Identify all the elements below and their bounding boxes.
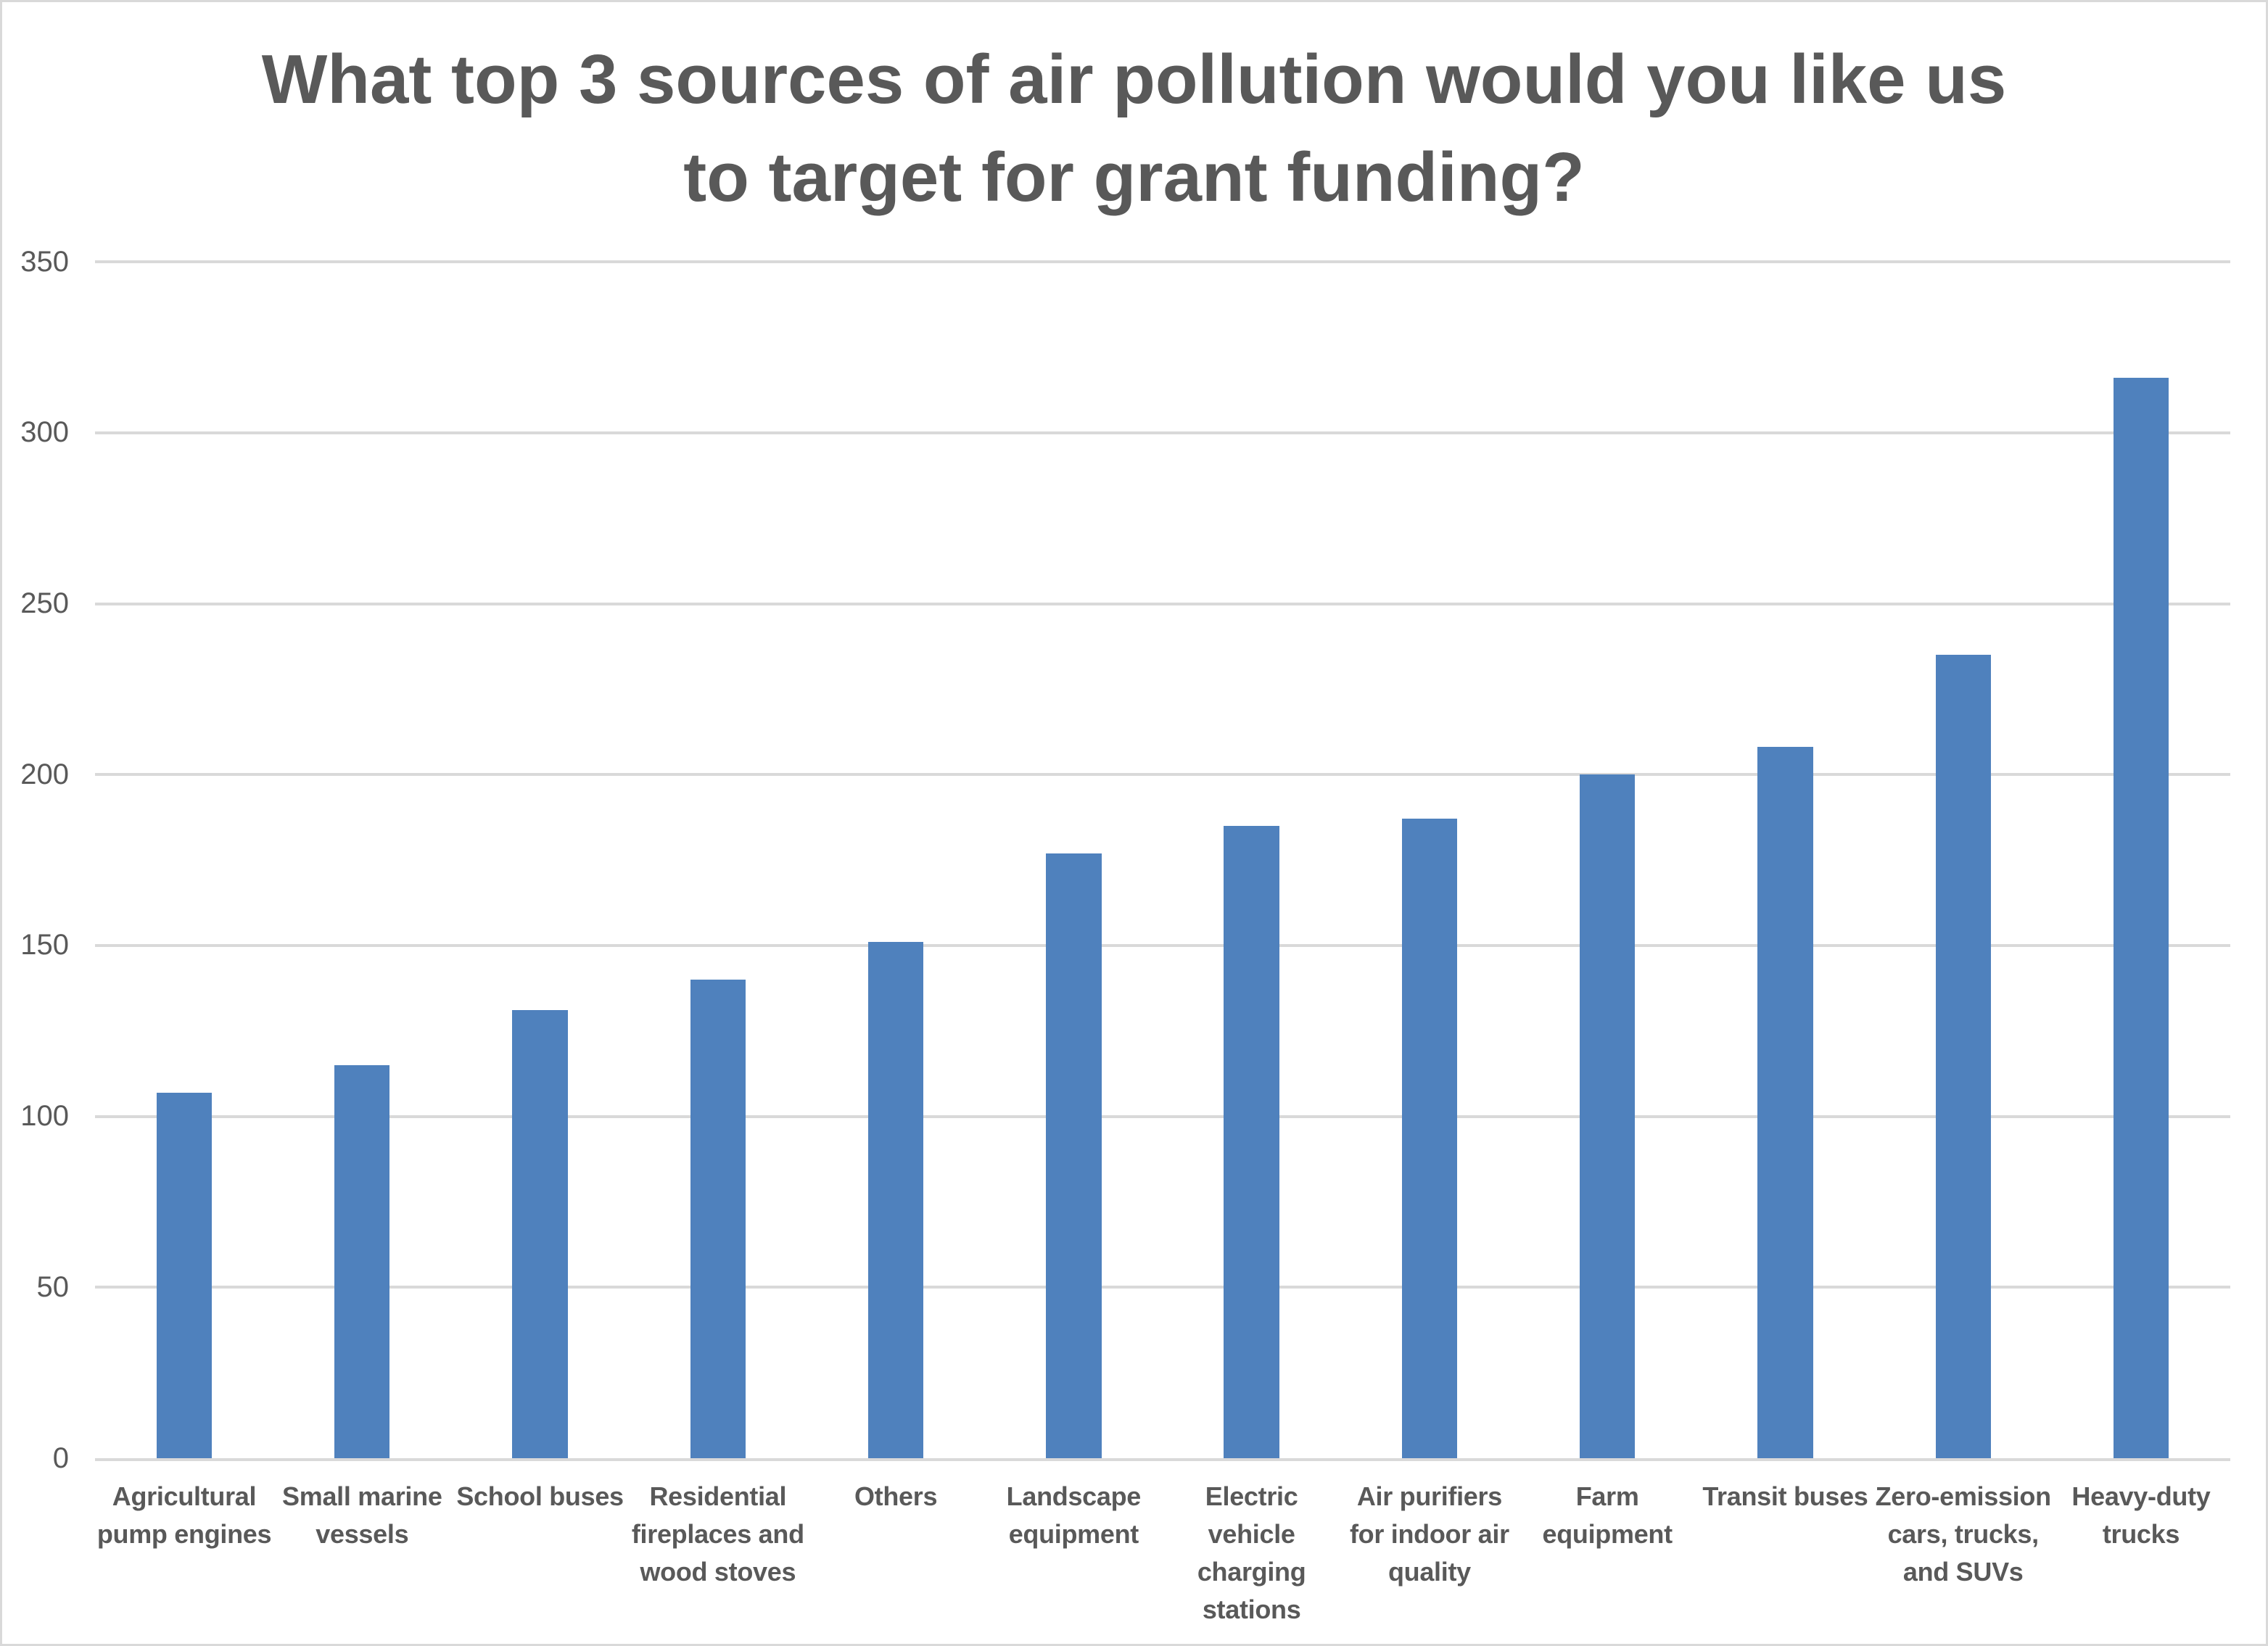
y-tick-label-200: 200: [20, 758, 69, 790]
y-tick-label-350: 350: [20, 245, 69, 278]
x-category-label-8: Air purifiers for indoor air quality: [1349, 1481, 1509, 1587]
gridline-150: [95, 943, 2230, 947]
gridline-50: [95, 1286, 2230, 1289]
x-category-label-6: Landscape equipment: [1006, 1481, 1142, 1549]
bar-transit-buses: [1757, 747, 1813, 1458]
bar-air-purifiers-for-indoor-air-quality: [1401, 819, 1458, 1458]
gridline-200: [95, 773, 2230, 777]
x-category-label-4: Residential fireplaces and wood stoves: [631, 1481, 804, 1587]
x-axis-line: [95, 1458, 2230, 1461]
y-tick-label-0: 0: [52, 1442, 69, 1474]
plot-area: [95, 262, 2230, 1458]
y-tick-label-100: 100: [20, 1100, 69, 1133]
chart-title: What top 3 sources of air pollution woul…: [261, 40, 2007, 216]
gridline-350: [95, 260, 2230, 264]
x-category-label-2: Small marine vessels: [282, 1481, 442, 1549]
y-tick-label-50: 50: [36, 1270, 70, 1303]
x-category-label-11: Zero-emission cars, trucks, and SUVs: [1875, 1481, 2051, 1587]
bar-school-buses: [512, 1010, 568, 1458]
bar-landscape-equipment: [1046, 853, 1102, 1458]
x-category-label-9: Farm equipment: [1542, 1481, 1673, 1549]
gridline-100: [95, 1114, 2230, 1118]
y-tick-label-150: 150: [20, 929, 69, 961]
x-category-label-5: Others: [854, 1481, 938, 1511]
bar-small-marine-vessels: [334, 1064, 390, 1458]
x-category-label-7: Electric vehicle charging stations: [1197, 1481, 1306, 1624]
bar-others: [867, 942, 924, 1458]
x-category-label-12: Heavy-duty trucks: [2071, 1481, 2211, 1549]
y-tick-label-250: 250: [20, 587, 69, 619]
bar-farm-equipment: [1579, 774, 1636, 1458]
bar-agricultural-pump-engines: [156, 1092, 213, 1458]
x-category-label-10: Transit buses: [1702, 1481, 1868, 1511]
bar-electric-vehicle-charging-stations: [1224, 825, 1279, 1458]
y-tick-label-300: 300: [20, 416, 69, 449]
x-category-label-3: School buses: [456, 1481, 624, 1511]
gridline-250: [95, 602, 2230, 605]
bar-residential-fireplaces-and-wood-stoves: [690, 980, 746, 1458]
bar-zero-emission-cars-trucks-and-suvs: [1935, 655, 1991, 1458]
bar-heavy-duty-trucks: [2113, 378, 2169, 1458]
x-category-label-1: Agricultural pump engines: [96, 1481, 272, 1549]
gridline-300: [95, 431, 2230, 434]
